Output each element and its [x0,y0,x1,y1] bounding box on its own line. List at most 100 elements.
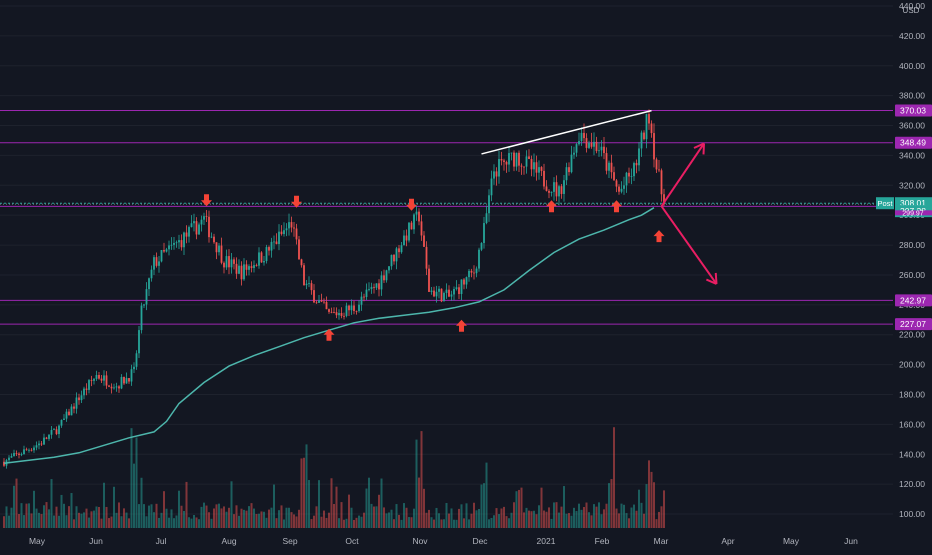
volume-bar [343,520,345,528]
volume-bar [251,503,253,528]
volume-bar [376,506,378,528]
x-tick-label: Jul [156,536,167,546]
volume-bar [206,506,208,528]
candle-body [448,290,450,297]
candle-body [486,213,488,223]
y-tick-label: 100.00 [899,509,925,519]
candle-body [186,233,188,237]
volume-bar [533,511,535,528]
candle-body [208,217,210,237]
volume-bar [338,518,340,528]
candle-body [151,270,153,279]
volume-bar [48,509,50,528]
volume-bar [523,512,525,528]
candle-body [98,375,100,379]
candle-body [206,216,208,217]
candle-body [61,420,63,426]
volume-bar [161,513,163,528]
volume-bar [501,508,503,528]
level-price-label: 370.03 [900,106,926,116]
volume-bar [491,518,493,528]
volume-bar [456,520,458,528]
x-tick-label: 2021 [537,536,556,546]
volume-bar [173,518,175,528]
candle-body [558,186,560,196]
candle-body [641,133,643,149]
volume-bar [146,516,148,528]
volume-bar [316,506,318,528]
volume-bar [386,513,388,528]
candle-body [248,266,250,270]
volume-bar [156,504,158,528]
volume-bar [628,518,630,528]
volume-bar [278,510,280,528]
volume-bar [663,490,665,528]
candle-body [261,252,263,262]
volume-bar [256,514,258,528]
candle-body [603,147,605,153]
volume-bar [371,504,373,528]
candle-body [456,287,458,289]
volume-bar [576,511,578,528]
volume-bar [288,508,290,528]
candle-body [171,245,173,246]
candle-body [36,445,38,447]
candle-body [563,180,565,194]
candle-body [358,305,360,311]
volume-bar [276,518,278,528]
volume-bar [181,506,183,528]
candle-body [443,293,445,301]
candle-body [478,250,480,269]
volume-bar [616,509,618,528]
candle-body [331,312,333,313]
volume-bar [196,517,198,528]
candle-body [543,171,545,187]
candle-body [538,167,540,173]
candle-body [596,142,598,151]
volume-bar [231,481,233,528]
level-price-label: 348.49 [900,138,926,148]
candle-body [323,302,325,303]
candle-body [68,412,70,416]
candle-body [431,291,433,292]
volume-bar [26,504,28,528]
candle-body [366,290,368,297]
candle-body [406,236,408,241]
candle-body [88,380,90,390]
candle-body [586,138,588,148]
candle-body [463,279,465,284]
volume-bar [426,513,428,528]
volume-bar [406,508,408,528]
candle-body [341,313,343,316]
x-tick-label: Mar [654,536,669,546]
candle-body [416,212,418,215]
candle-body [336,312,338,315]
volume-bar [213,508,215,528]
volume-bar [511,513,513,528]
candle-body [541,167,543,171]
volume-bar [443,519,445,528]
candle-body [378,283,380,289]
volume-bar [571,516,573,528]
volume-bar [88,518,90,528]
volume-bar [136,437,138,528]
volume-bar [41,514,43,528]
candle-body [536,162,538,172]
candle-body [218,246,220,253]
candle-body [651,124,653,134]
volume-bar [553,502,555,528]
volume-bar [388,512,390,528]
volume-bar [636,511,638,528]
candle-body [423,235,425,246]
volume-bar [623,505,625,528]
volume-bar [421,431,423,528]
volume-bar [238,516,240,528]
y-tick-label: 340.00 [899,150,925,160]
candle-body [83,389,85,396]
x-tick-label: Oct [345,536,359,546]
volume-bar [416,440,418,528]
volume-bar [518,490,520,528]
volume-bar [336,487,338,528]
